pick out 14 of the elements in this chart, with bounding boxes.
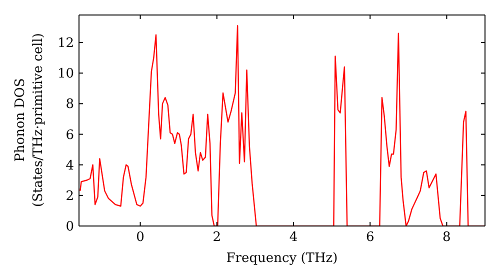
y-tick-label: 12 [57, 36, 74, 52]
y-axis-title: Phonon DOS (States/THz·primitive cell) [13, 32, 46, 208]
x-tick-label: 4 [289, 230, 298, 245]
y-tick-label: 2 [66, 188, 74, 204]
x-tick-label: 8 [442, 230, 451, 245]
y-tick-label: 4 [66, 158, 74, 174]
x-tick-label: 6 [366, 230, 374, 245]
y-tick-label: 10 [57, 66, 74, 82]
x-tick-label: 0 [136, 230, 144, 245]
y-tick-label: 0 [66, 220, 74, 234]
x-axis-title: Frequency (THz) [226, 251, 338, 266]
y-tick-label: 6 [66, 128, 74, 143]
x-tick-label: 2 [212, 230, 222, 245]
y-tick-label: 8 [66, 97, 74, 112]
